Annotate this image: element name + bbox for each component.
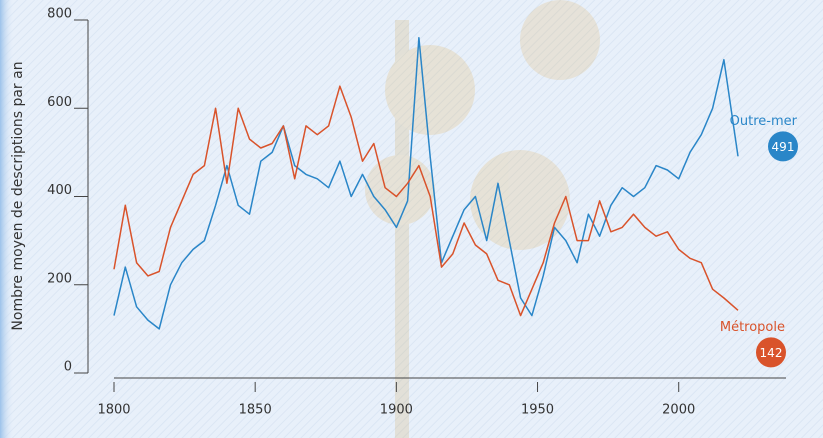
series-name: Métropole xyxy=(720,320,785,335)
end-value: 491 xyxy=(772,140,795,154)
y-tick-label: 200 xyxy=(47,271,72,286)
series-line xyxy=(113,36,739,330)
y-tick-label: 600 xyxy=(47,95,72,110)
x-tick-label: 2000 xyxy=(662,403,695,418)
series-line xyxy=(113,85,739,317)
y-tick-label: 400 xyxy=(47,183,72,198)
edge-shade xyxy=(0,0,14,438)
x-tick-label: 1950 xyxy=(521,403,554,418)
y-tick-label: 800 xyxy=(47,7,72,22)
x-tick-label: 1850 xyxy=(239,403,272,418)
series-name: Outre-mer xyxy=(730,114,798,129)
end-marker xyxy=(768,131,798,162)
x-tick-label: 1800 xyxy=(97,403,130,418)
end-value: 142 xyxy=(760,346,783,360)
y-tick-label: 0 xyxy=(64,360,72,375)
y-axis-label: Nombre moyen de descriptions par an xyxy=(10,61,26,330)
x-tick-label: 1900 xyxy=(380,403,413,418)
end-marker xyxy=(756,337,786,368)
